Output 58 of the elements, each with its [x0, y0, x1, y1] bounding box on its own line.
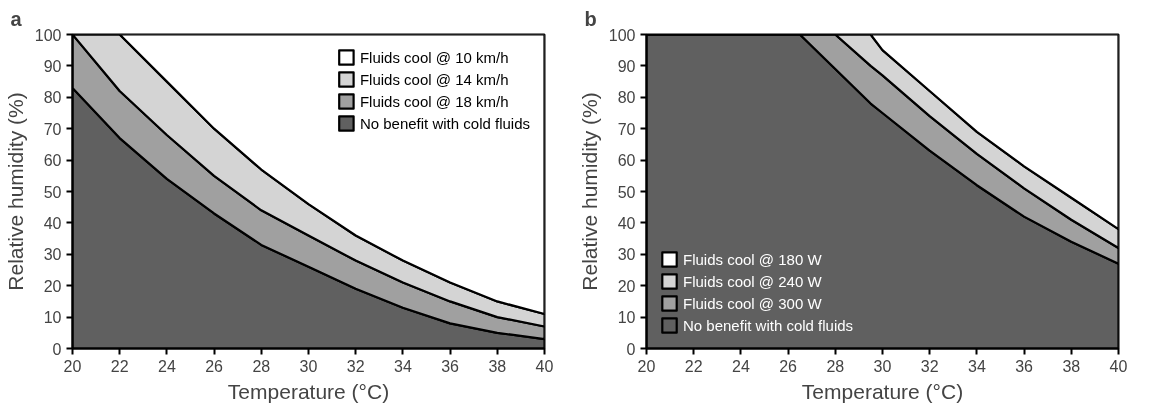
y-tick-label: 0: [626, 340, 636, 358]
x-tick-label: 20: [637, 357, 656, 375]
y-tick-label: 30: [43, 246, 62, 264]
y-tick-label: 90: [43, 57, 62, 75]
x-tick-label: 28: [252, 357, 271, 375]
legend-label: No benefit with cold fluids: [359, 114, 530, 132]
y-tick-label: 70: [617, 120, 636, 138]
y-tick-label: 10: [617, 309, 636, 327]
x-tick-label: 34: [394, 357, 412, 375]
y-tick-label: 50: [43, 183, 62, 201]
legend-label: Fluids cool @ 14 km/h: [359, 70, 509, 88]
x-tick-label: 38: [1062, 357, 1081, 375]
y-tick-label: 50: [617, 183, 636, 201]
y-tick-label: 60: [43, 152, 62, 170]
x-tick-label: 24: [732, 357, 750, 375]
x-tick-label: 32: [346, 357, 365, 375]
x-tick-label: 38: [488, 357, 507, 375]
legend-label: No benefit with cold fluids: [683, 316, 854, 334]
x-tick-label: 40: [535, 357, 554, 375]
x-tick-label: 28: [826, 357, 845, 375]
y-tick-label: 20: [617, 277, 636, 295]
x-tick-label: 22: [110, 357, 129, 375]
y-tick-label: 70: [43, 120, 62, 138]
x-tick-label: 36: [441, 357, 460, 375]
x-tick-label: 20: [63, 357, 82, 375]
x-tick-label: 26: [205, 357, 224, 375]
x-tick-label: 34: [968, 357, 986, 375]
y-axis-title: Relative humidity (%): [577, 92, 601, 291]
legend-label: Fluids cool @ 300 W: [683, 294, 822, 312]
x-axis-title: Temperature (°C): [227, 379, 390, 403]
y-tick-label: 60: [617, 152, 636, 170]
x-axis-title: Temperature (°C): [801, 379, 964, 403]
legend-label: Fluids cool @ 240 W: [683, 272, 822, 290]
y-tick-label: 80: [617, 89, 636, 107]
x-tick-label: 30: [299, 357, 318, 375]
y-tick-label: 0: [52, 340, 62, 358]
y-axis-title: Relative humidity (%): [3, 92, 27, 291]
y-tick-label: 10: [43, 309, 62, 327]
chart-title: b: [584, 7, 597, 30]
y-tick-label: 100: [608, 26, 636, 44]
y-tick-label: 100: [34, 26, 62, 44]
y-tick-label: 40: [617, 214, 636, 232]
x-tick-label: 36: [1015, 357, 1034, 375]
y-tick-label: 30: [617, 246, 636, 264]
legend-label: Fluids cool @ 10 km/h: [359, 48, 509, 66]
y-tick-label: 90: [617, 57, 636, 75]
x-tick-label: 26: [779, 357, 798, 375]
legend-label: Fluids cool @ 18 km/h: [359, 92, 509, 110]
y-tick-label: 40: [43, 214, 62, 232]
x-tick-label: 32: [920, 357, 939, 375]
x-tick-label: 30: [873, 357, 892, 375]
x-tick-label: 22: [684, 357, 703, 375]
x-tick-label: 40: [1109, 357, 1128, 375]
x-tick-label: 24: [158, 357, 176, 375]
legend-label: Fluids cool @ 180 W: [683, 250, 822, 268]
chart-title: a: [10, 7, 23, 30]
y-tick-label: 20: [43, 277, 62, 295]
y-tick-label: 80: [43, 89, 62, 107]
